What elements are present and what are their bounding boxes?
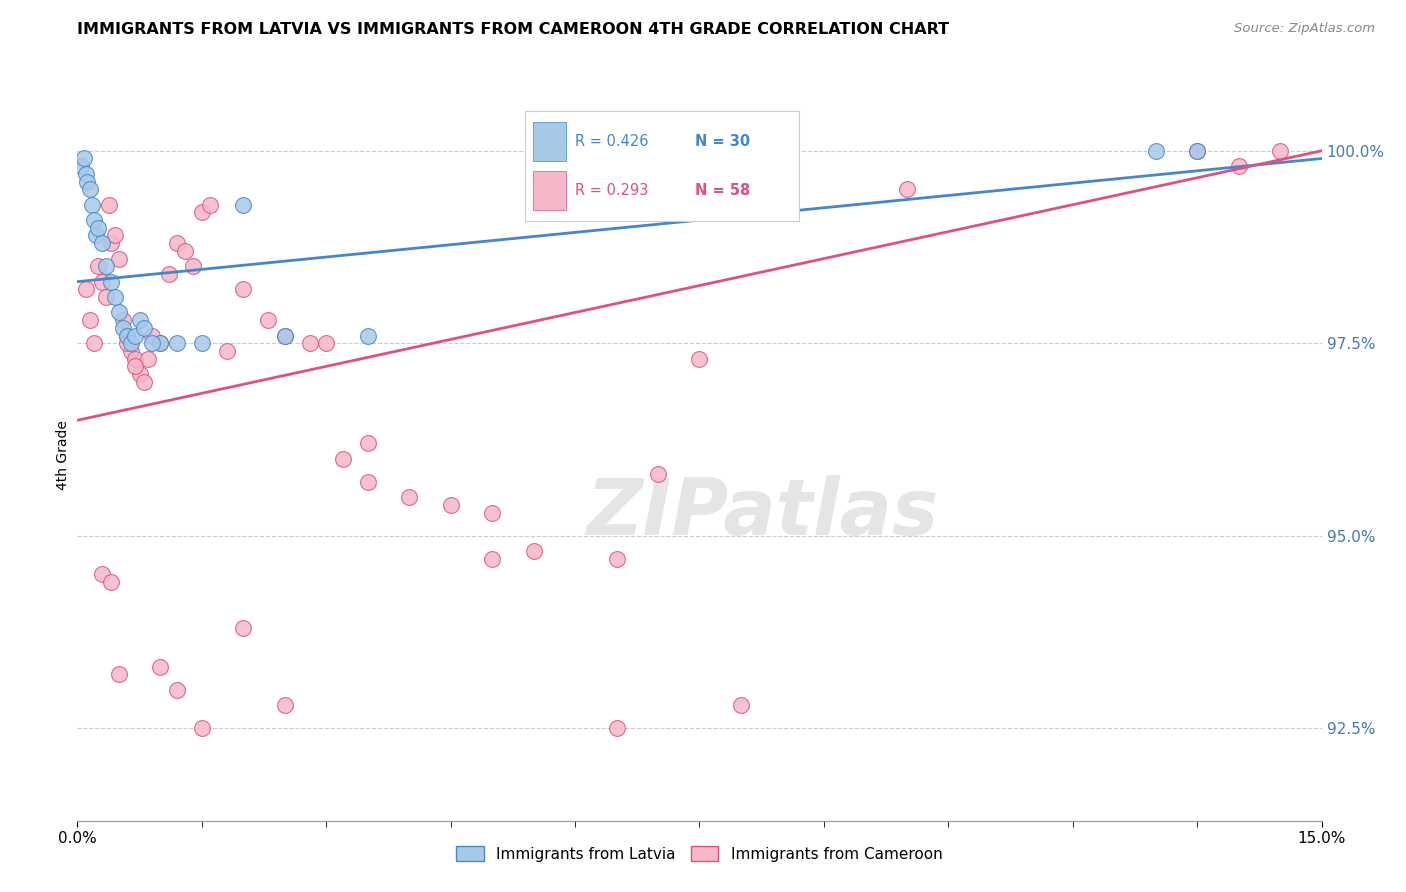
Point <box>191 205 214 219</box>
Point <box>1144 144 1167 158</box>
Point <box>83 336 105 351</box>
Point <box>115 328 138 343</box>
Point <box>730 698 752 713</box>
Point <box>1270 144 1292 158</box>
Point <box>73 152 96 166</box>
Point <box>157 267 180 281</box>
Point <box>128 313 150 327</box>
Point <box>124 359 146 374</box>
Point <box>75 282 97 296</box>
Point <box>100 236 122 251</box>
Point <box>232 197 254 211</box>
Point <box>149 336 172 351</box>
Point <box>79 313 101 327</box>
Point <box>96 260 118 274</box>
Point <box>689 351 711 366</box>
Point <box>87 260 110 274</box>
Point <box>523 544 546 558</box>
Point <box>84 228 107 243</box>
Legend: Immigrants from Latvia, Immigrants from Cameroon: Immigrants from Latvia, Immigrants from … <box>450 839 949 868</box>
Point <box>183 260 205 274</box>
Y-axis label: 4th Grade: 4th Grade <box>56 420 70 490</box>
Point <box>1187 144 1209 158</box>
Point <box>132 375 155 389</box>
Point <box>1227 159 1250 173</box>
Point <box>315 336 337 351</box>
Point <box>141 336 163 351</box>
Point <box>100 275 122 289</box>
Point <box>257 313 280 327</box>
Point <box>232 282 254 296</box>
Point <box>274 328 297 343</box>
Point <box>523 205 546 219</box>
Point <box>191 721 214 735</box>
Point <box>124 328 146 343</box>
Point <box>481 506 503 520</box>
Point <box>76 175 98 189</box>
Point <box>215 343 238 358</box>
Point <box>91 236 114 251</box>
Text: IMMIGRANTS FROM LATVIA VS IMMIGRANTS FROM CAMEROON 4TH GRADE CORRELATION CHART: IMMIGRANTS FROM LATVIA VS IMMIGRANTS FRO… <box>77 22 949 37</box>
Point <box>274 328 297 343</box>
Point <box>83 213 105 227</box>
Point <box>104 290 127 304</box>
Point <box>232 621 254 635</box>
Point <box>128 367 150 381</box>
Point <box>70 159 93 173</box>
Point <box>104 228 127 243</box>
Point <box>91 567 114 582</box>
Point <box>120 336 142 351</box>
Point <box>174 244 197 258</box>
Point <box>1187 144 1209 158</box>
Point <box>108 667 129 681</box>
Point <box>332 451 354 466</box>
Point <box>108 305 129 319</box>
Point <box>481 552 503 566</box>
Point <box>647 467 669 482</box>
Point <box>606 552 628 566</box>
Text: Source: ZipAtlas.com: Source: ZipAtlas.com <box>1234 22 1375 36</box>
Point <box>896 182 918 196</box>
Point <box>191 336 214 351</box>
Point <box>75 167 97 181</box>
Point <box>91 275 114 289</box>
Point <box>439 498 461 512</box>
Point <box>96 290 118 304</box>
Point <box>97 197 120 211</box>
Point <box>274 698 297 713</box>
Point <box>357 436 380 450</box>
Point <box>357 328 380 343</box>
Point <box>120 343 142 358</box>
Point <box>606 721 628 735</box>
Point <box>166 236 188 251</box>
Point <box>111 313 134 327</box>
Point <box>141 328 163 343</box>
Point <box>136 351 159 366</box>
Point <box>298 336 321 351</box>
Point <box>124 351 146 366</box>
Point <box>357 475 380 489</box>
Point <box>149 659 172 673</box>
Point <box>149 336 172 351</box>
Point <box>115 328 138 343</box>
Point <box>108 252 129 266</box>
Text: ZIPatlas: ZIPatlas <box>585 475 938 551</box>
Point <box>87 220 110 235</box>
Point <box>132 321 155 335</box>
Point <box>166 336 188 351</box>
Point <box>111 321 134 335</box>
Point <box>100 574 122 589</box>
Point <box>115 336 138 351</box>
Point <box>79 182 101 196</box>
Point <box>166 682 188 697</box>
Point <box>198 197 221 211</box>
Point <box>82 197 104 211</box>
Point <box>398 490 420 504</box>
